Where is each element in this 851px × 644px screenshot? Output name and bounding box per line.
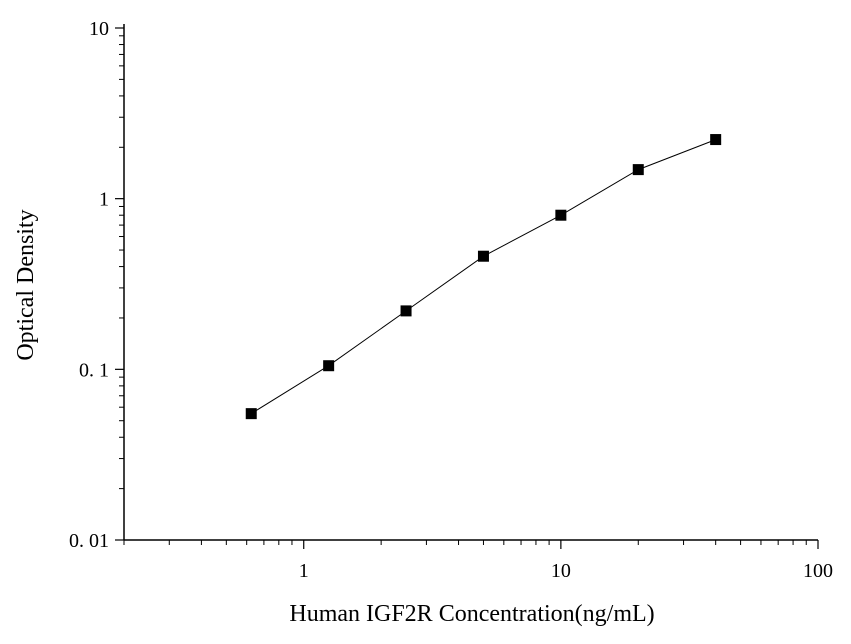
data-point (400, 305, 412, 317)
x-tick-label: 10 (551, 560, 571, 582)
y-tick-label: 0. 01 (69, 530, 109, 552)
x-axis-title: Human IGF2R Concentration(ng/mL) (289, 601, 654, 627)
series-line (250, 139, 716, 415)
y-tick-label: 10 (89, 18, 109, 40)
y-tick-label: 0. 1 (79, 359, 109, 381)
data-point (323, 360, 335, 372)
x-tick-label: 100 (803, 560, 833, 582)
data-point (477, 250, 489, 262)
data-point (632, 164, 644, 176)
data-point (245, 408, 257, 420)
data-point (710, 134, 722, 146)
x-tick-label: 1 (299, 560, 309, 582)
axes: 10 1 0. 1 0. 01 1 10 100 (69, 18, 833, 582)
series-layer (245, 134, 722, 420)
data-point (555, 209, 567, 221)
y-axis-title: Optical Density (13, 209, 39, 360)
y-tick-label: 1 (99, 189, 109, 211)
